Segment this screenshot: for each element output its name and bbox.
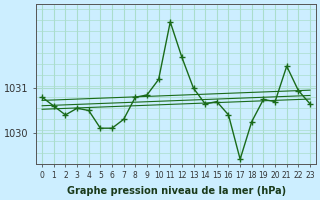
X-axis label: Graphe pression niveau de la mer (hPa): Graphe pression niveau de la mer (hPa)	[67, 186, 286, 196]
